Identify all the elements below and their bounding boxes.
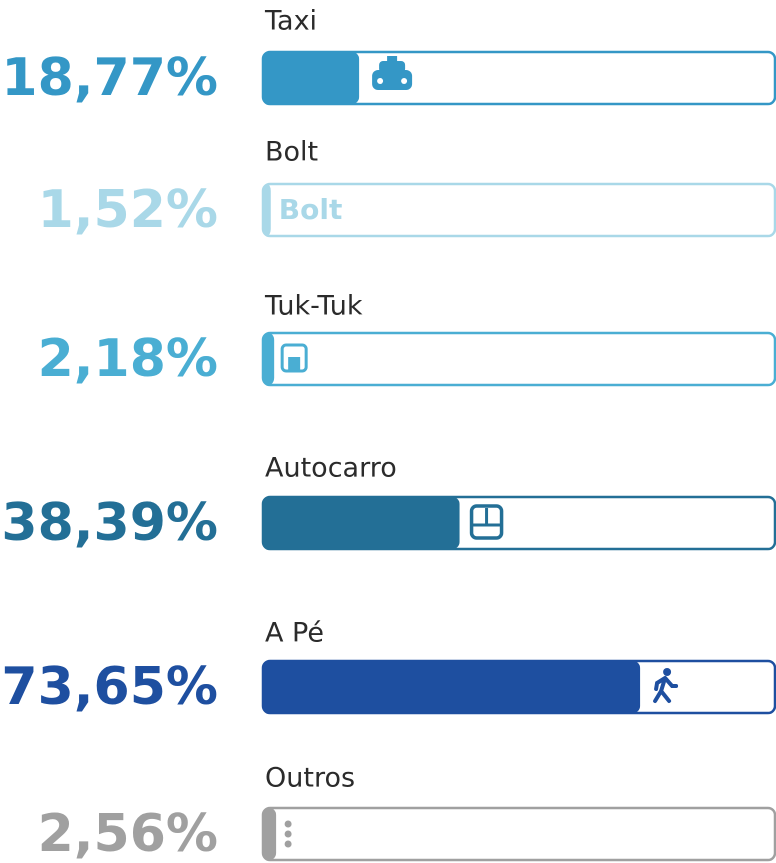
value-label: 73,65% xyxy=(1,657,218,717)
category-label: Autocarro xyxy=(265,453,397,484)
bar xyxy=(263,333,275,385)
bar xyxy=(263,184,271,236)
bar-track xyxy=(261,331,776,387)
category-label: Bolt xyxy=(265,137,318,168)
value-label: 1,52% xyxy=(38,180,218,240)
icon-part xyxy=(387,56,398,61)
icon-part xyxy=(663,668,672,676)
icon-part xyxy=(469,504,504,540)
bar-track xyxy=(261,806,776,862)
value-label: 38,39% xyxy=(1,493,218,553)
icon-part xyxy=(377,78,384,84)
icon-part xyxy=(379,61,406,73)
bar-icon xyxy=(280,343,308,373)
category-label: A Pé xyxy=(265,618,324,649)
bar-icon xyxy=(284,820,292,848)
icon-part xyxy=(372,70,413,90)
category-label: Tuk-Tuk xyxy=(264,291,363,322)
category-label: Taxi xyxy=(264,6,317,37)
bar xyxy=(263,52,360,104)
bar xyxy=(263,661,641,713)
bar-icon xyxy=(469,504,504,540)
bar xyxy=(263,497,460,549)
value-label: 2,18% xyxy=(38,329,218,389)
bar-icon: Bolt xyxy=(279,193,343,226)
icon-part xyxy=(401,78,408,84)
icon-part xyxy=(653,676,679,703)
category-label: Outros xyxy=(265,763,355,794)
bar-icon xyxy=(372,56,413,90)
bar xyxy=(263,808,277,860)
icon-part xyxy=(284,820,292,828)
icon-part xyxy=(284,840,292,848)
bar-logo: Bolt xyxy=(279,193,343,226)
icon-part xyxy=(288,357,301,371)
value-label: 2,56% xyxy=(38,804,218,863)
value-label: 18,77% xyxy=(1,48,218,108)
bar-icon xyxy=(653,668,679,703)
icon-part xyxy=(284,830,292,838)
